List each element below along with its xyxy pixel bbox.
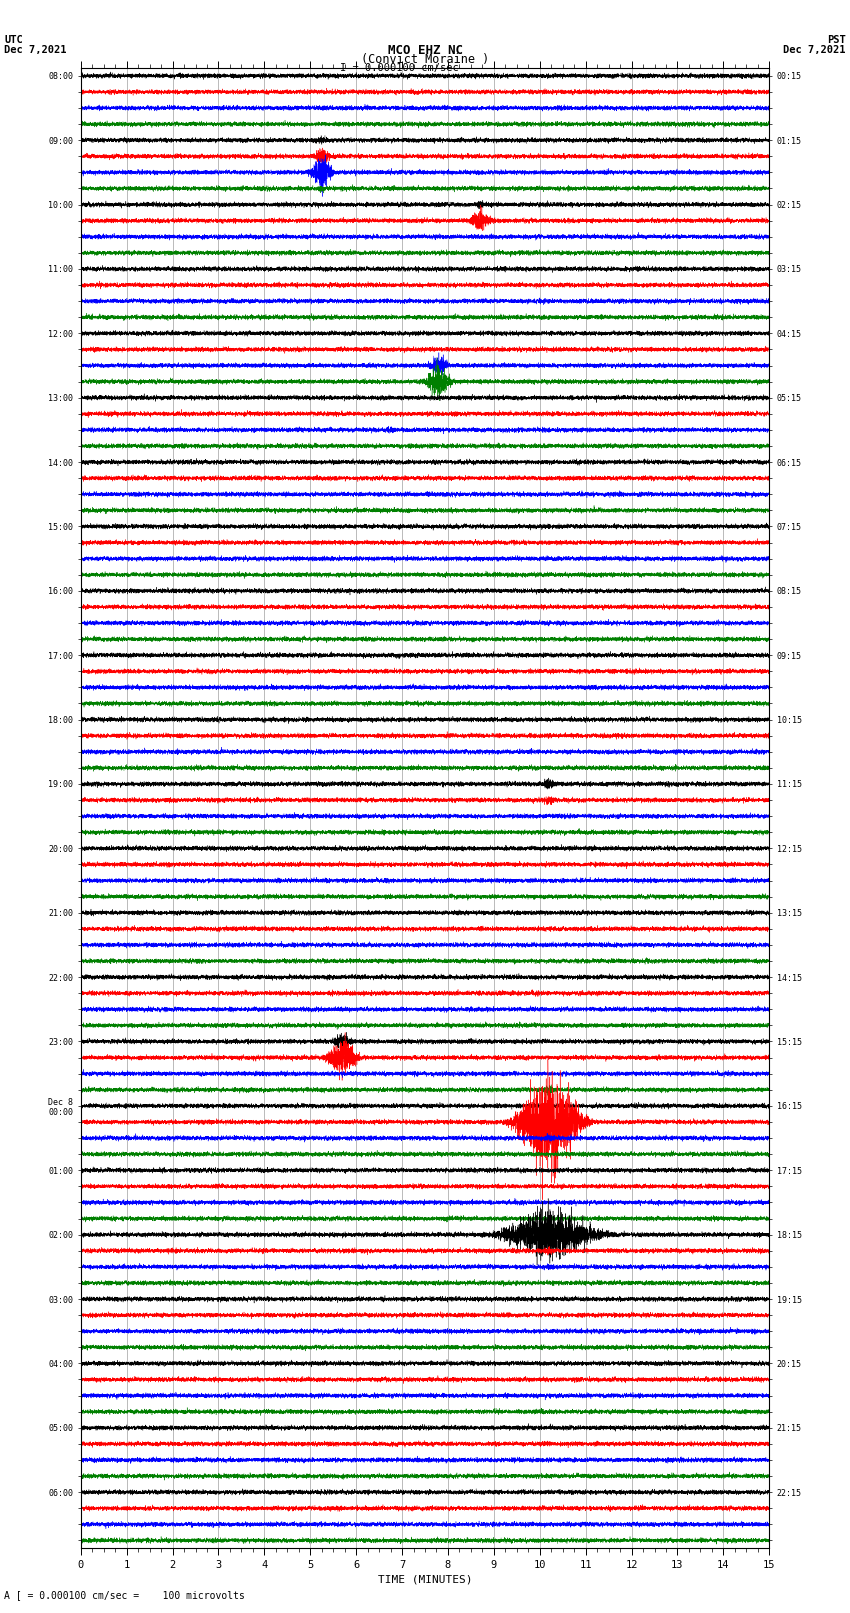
Text: (Convict Moraine ): (Convict Moraine ) bbox=[361, 53, 489, 66]
Text: UTC: UTC bbox=[4, 35, 23, 45]
Text: A [ = 0.000100 cm/sec =    100 microvolts: A [ = 0.000100 cm/sec = 100 microvolts bbox=[4, 1590, 245, 1600]
Text: Dec 7,2021: Dec 7,2021 bbox=[4, 45, 67, 55]
Text: PST: PST bbox=[827, 35, 846, 45]
Text: I = 0.000100 cm/sec: I = 0.000100 cm/sec bbox=[340, 63, 459, 73]
Text: Dec 7,2021: Dec 7,2021 bbox=[783, 45, 846, 55]
Text: MCO EHZ NC: MCO EHZ NC bbox=[388, 44, 462, 56]
X-axis label: TIME (MINUTES): TIME (MINUTES) bbox=[377, 1574, 473, 1584]
